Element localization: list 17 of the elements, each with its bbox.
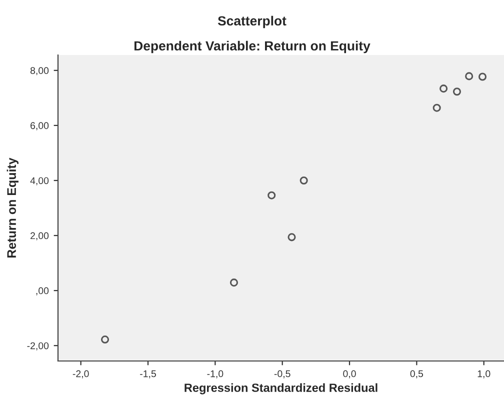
y-tick-label: 4,00 <box>30 177 49 186</box>
chart-subtitle: Dependent Variable: Return on Equity <box>134 40 370 54</box>
x-tick-label: 0,0 <box>343 370 356 378</box>
x-tick-label: -1,5 <box>140 370 156 378</box>
x-tick-label: -0,5 <box>274 370 290 378</box>
x-tick-label: -2,0 <box>72 370 89 378</box>
y-tick-label: ,00 <box>36 287 49 296</box>
x-tick-label: 0,5 <box>410 370 424 378</box>
y-axis-title: Return on Equity <box>6 158 18 258</box>
y-tick-label: 6,00 <box>30 122 49 130</box>
x-tick-label: 1,0 <box>478 370 490 378</box>
x-tick-label: -1,0 <box>207 370 224 378</box>
y-tick-label: 2,00 <box>30 232 49 240</box>
y-tick-label: 8,00 <box>30 67 49 76</box>
x-axis-title: Regression Standardized Residual <box>184 383 378 394</box>
chart-title: Scatterplot <box>218 16 286 28</box>
y-tick-label: -2,00 <box>27 342 49 350</box>
